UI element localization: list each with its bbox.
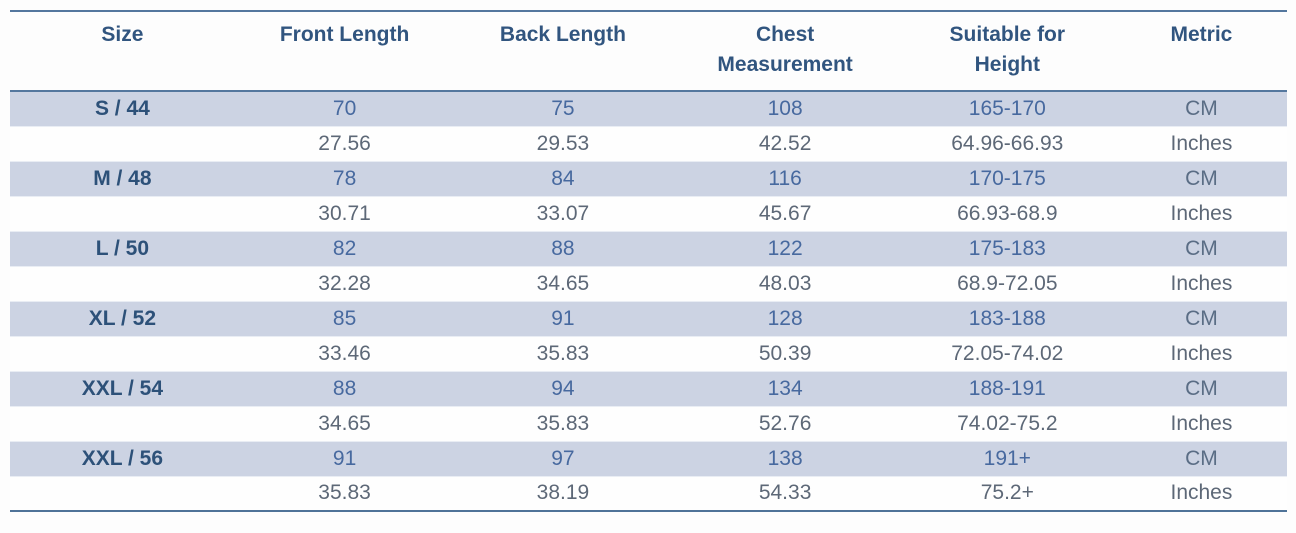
cell-front-length: 82 [332,236,357,260]
cell-front-length: 88 [332,376,357,400]
cell-size [10,126,235,161]
table-row-l50-cm: L / 50 82 88 122 175-183 CM [10,231,1287,266]
cell-height: 191+ [983,446,1031,470]
cell-size: XXL / 54 [81,376,164,400]
cell-metric: Inches [1170,271,1233,295]
cell-height: 183-188 [968,306,1046,330]
cell-front-length: 33.46 [318,341,371,365]
cell-chest: 52.76 [758,411,812,435]
size-chart-table: Size Front Length Back Length Chest Meas… [10,10,1287,512]
table-header: Size Front Length Back Length Chest Meas… [10,11,1287,92]
table-row-xl52-inches: 33.46 35.83 50.39 72.05-74.02 Inches [10,336,1287,371]
cell-front-length: 32.28 [318,271,371,295]
cell-metric: Inches [1170,411,1233,435]
header-back-length: Back Length [454,11,672,92]
cell-back-length: 35.83 [536,411,590,435]
table-body: S / 44 70 75 108 165-170 CM 27.56 29.53 … [10,91,1287,511]
cell-metric: CM [1185,96,1218,120]
cell-size [10,266,235,301]
cell-size: L / 50 [95,236,150,260]
cell-size [10,336,235,371]
cell-chest: 42.52 [758,131,812,155]
cell-height: 72.05-74.02 [951,341,1064,365]
cell-chest: 45.67 [758,201,812,225]
cell-chest: 48.03 [758,271,812,295]
cell-chest: 138 [767,446,803,470]
header-metric: Metric [1115,11,1287,92]
table-row-xxl54-inches: 34.65 35.83 52.76 74.02-75.2 Inches [10,406,1287,441]
header-size: Size [10,11,235,92]
header-front-length: Front Length [234,11,455,92]
cell-chest: 50.39 [758,341,812,365]
cell-front-length: 30.71 [318,201,371,225]
cell-metric: CM [1185,166,1218,190]
cell-chest: 108 [767,96,803,120]
cell-metric: CM [1185,446,1218,470]
cell-front-length: 27.56 [318,131,371,155]
cell-size [10,476,235,511]
header-suitable-height: Suitable for Height [898,11,1116,92]
cell-height: 66.93-68.9 [957,201,1058,225]
table-row-s44-cm: S / 44 70 75 108 165-170 CM [10,91,1287,126]
cell-metric: Inches [1170,131,1233,155]
cell-chest: 134 [767,376,803,400]
cell-metric: Inches [1170,341,1233,365]
cell-size: XL / 52 [88,306,157,330]
cell-height: 75.2+ [980,481,1034,505]
cell-back-length: 88 [551,236,575,260]
cell-front-length: 78 [332,166,357,190]
cell-chest: 128 [767,306,803,330]
table-row-m48-cm: M / 48 78 84 116 170-175 CM [10,161,1287,196]
cell-metric: CM [1185,236,1218,260]
cell-size: M / 48 [93,166,152,190]
cell-metric: Inches [1170,481,1233,505]
cell-back-length: 91 [551,306,575,330]
cell-back-length: 97 [551,446,575,470]
cell-size: S / 44 [94,96,150,120]
cell-chest: 54.33 [758,481,812,505]
table-row-m48-inches: 30.71 33.07 45.67 66.93-68.9 Inches [10,196,1287,231]
cell-back-length: 75 [551,96,575,120]
cell-back-length: 84 [551,166,575,190]
cell-back-length: 38.19 [536,481,590,505]
cell-height: 68.9-72.05 [957,271,1058,295]
cell-height: 175-183 [968,236,1046,260]
cell-size: XXL / 56 [81,446,164,470]
cell-back-length: 29.53 [536,131,590,155]
cell-front-length: 85 [332,306,357,330]
cell-back-length: 94 [551,376,575,400]
cell-height: 165-170 [968,96,1046,120]
cell-height: 170-175 [968,166,1046,190]
table-row-xl52-cm: XL / 52 85 91 128 183-188 CM [10,301,1287,336]
cell-size [10,406,235,441]
cell-front-length: 70 [332,96,357,120]
header-row: Size Front Length Back Length Chest Meas… [10,11,1287,92]
table-row-xxl56-cm: XXL / 56 91 97 138 191+ CM [10,441,1287,476]
cell-height: 64.96-66.93 [951,131,1064,155]
cell-back-length: 33.07 [536,201,590,225]
cell-chest: 116 [768,166,802,190]
cell-metric: Inches [1170,201,1233,225]
cell-back-length: 34.65 [536,271,590,295]
cell-front-length: 35.83 [318,481,371,505]
table-row-xxl56-inches: 35.83 38.19 54.33 75.2+ Inches [10,476,1287,511]
cell-height: 188-191 [968,376,1046,400]
cell-size [10,196,235,231]
cell-height: 74.02-75.2 [957,411,1058,435]
cell-metric: CM [1185,306,1218,330]
cell-chest: 122 [767,236,803,260]
cell-front-length: 91 [332,446,357,470]
table-row-l50-inches: 32.28 34.65 48.03 68.9-72.05 Inches [10,266,1287,301]
table-row-xxl54-cm: XXL / 54 88 94 134 188-191 CM [10,371,1287,406]
cell-front-length: 34.65 [318,411,371,435]
cell-metric: CM [1185,376,1218,400]
table-row-s44-inches: 27.56 29.53 42.52 64.96-66.93 Inches [10,126,1287,161]
header-chest-measurement: Chest Measurement [671,11,899,92]
cell-back-length: 35.83 [536,341,590,365]
